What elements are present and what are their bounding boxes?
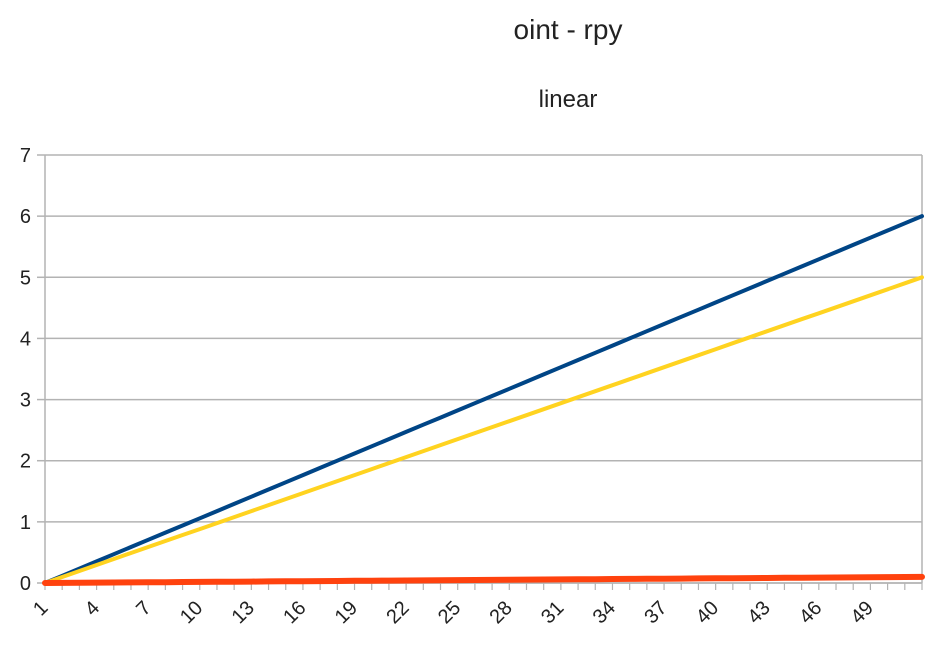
x-tick-label: 37 [640, 597, 671, 628]
x-tick-label: 4 [81, 597, 104, 620]
y-tick-label: 3 [20, 390, 31, 412]
x-tick-label: 22 [382, 597, 413, 628]
y-tick-label: 7 [20, 145, 31, 167]
x-tick-label: 7 [132, 597, 155, 620]
x-tick-label: 46 [795, 597, 826, 628]
chart-subtitle: linear [538, 86, 598, 113]
y-tick-label: 2 [20, 451, 31, 473]
x-tick-label: 10 [176, 597, 207, 628]
x-tick-label: 34 [589, 597, 620, 628]
x-tick-label: 1 [29, 597, 52, 620]
x-tick-label: 31 [537, 597, 568, 628]
x-tick-label: 13 [228, 597, 259, 628]
y-tick-label: 4 [20, 328, 31, 350]
x-tick-label: 28 [486, 597, 517, 628]
x-tick-label: 43 [743, 597, 774, 628]
x-tick-label: 16 [279, 597, 310, 628]
x-tick-label: 40 [692, 597, 723, 628]
y-tick-label: 5 [20, 267, 31, 289]
y-tick-label: 6 [20, 206, 31, 228]
series-line-3 [42, 573, 925, 586]
x-tick-label: 25 [434, 597, 465, 628]
x-tick-label: 49 [847, 597, 878, 628]
chart-title: oint - rpy [513, 14, 623, 45]
y-tick-label: 1 [20, 512, 31, 534]
x-tick-label: 19 [331, 597, 362, 628]
series-line-1 [43, 214, 924, 585]
series-line-2 [43, 275, 924, 585]
y-tick-label: 0 [20, 573, 31, 595]
